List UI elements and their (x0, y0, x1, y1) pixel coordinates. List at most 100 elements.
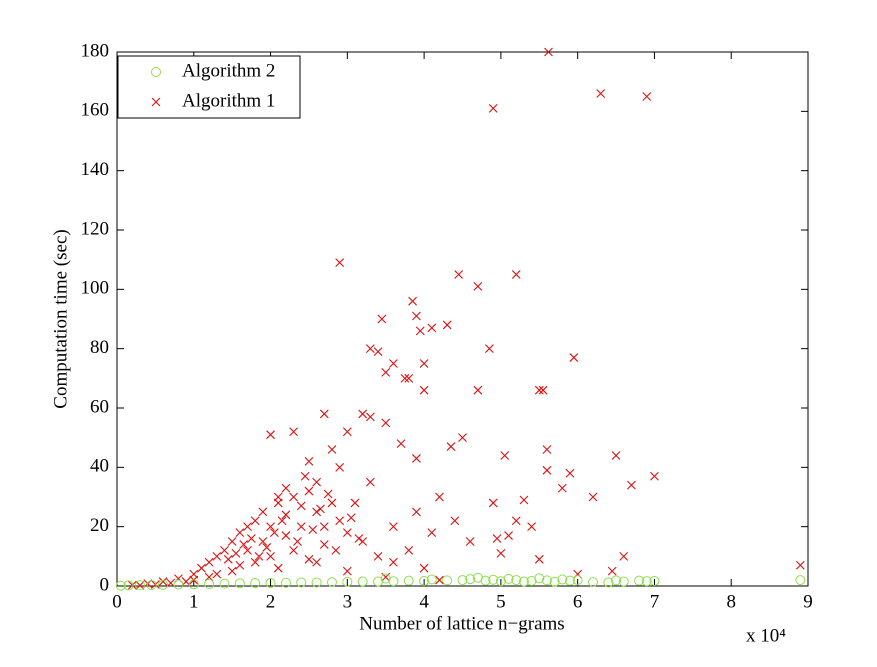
point (565, 468, 575, 478)
point (235, 560, 245, 570)
point (311, 577, 322, 588)
x-tick-label: 4 (419, 591, 429, 612)
point (270, 528, 279, 537)
y-tick-label: 20 (90, 515, 109, 536)
point (596, 89, 606, 98)
y-tick-label: 180 (81, 40, 110, 61)
point (354, 534, 364, 543)
point (642, 92, 652, 101)
point (342, 427, 352, 437)
x-tick-label: 8 (726, 591, 736, 612)
point (795, 560, 805, 570)
point (619, 551, 629, 561)
point (542, 445, 552, 454)
point (281, 483, 291, 493)
point (373, 551, 383, 561)
point (350, 498, 360, 508)
x-tick-label: 2 (266, 591, 276, 612)
point (377, 314, 387, 324)
point (488, 498, 498, 508)
series (127, 47, 805, 590)
point (135, 581, 145, 590)
point (289, 492, 298, 502)
point (365, 344, 375, 354)
point (380, 573, 391, 584)
point (419, 575, 430, 586)
point (465, 537, 475, 546)
point (588, 492, 598, 502)
x-tick-label: 1 (189, 591, 199, 612)
point (435, 575, 444, 585)
point (335, 258, 345, 268)
x-axis-label: Number of lattice n−grams (359, 613, 564, 634)
point (557, 483, 567, 493)
point (304, 486, 314, 496)
point (534, 573, 545, 584)
point (358, 409, 368, 419)
point (473, 385, 483, 395)
point (239, 540, 249, 549)
point (173, 579, 184, 590)
point (304, 457, 314, 466)
point (542, 465, 552, 475)
point (281, 531, 291, 540)
point (319, 409, 329, 419)
point (342, 576, 353, 587)
point (300, 471, 310, 481)
y-tick-label: 0 (100, 574, 110, 595)
point (500, 451, 510, 460)
point (504, 531, 513, 540)
point (289, 427, 298, 437)
point (365, 477, 375, 487)
point (641, 576, 652, 587)
point (312, 477, 322, 487)
point (319, 540, 329, 549)
point (250, 557, 260, 567)
point (265, 578, 276, 589)
point (446, 442, 456, 451)
point (541, 575, 552, 586)
y-axis-label: Computation time (sec) (50, 229, 71, 408)
point (151, 580, 160, 589)
point (135, 580, 146, 591)
point (473, 281, 483, 291)
point (389, 522, 398, 532)
y-tick-label: 100 (81, 278, 110, 299)
y-tick-label: 140 (81, 159, 110, 180)
point (404, 373, 414, 383)
point (795, 575, 806, 586)
point (342, 566, 352, 576)
point (231, 548, 241, 558)
point (488, 574, 499, 585)
point (115, 580, 126, 591)
point (158, 579, 169, 590)
point (304, 554, 314, 564)
point (123, 580, 134, 591)
point (204, 557, 214, 567)
point (335, 516, 345, 526)
point (289, 546, 298, 555)
point (258, 537, 268, 546)
point (396, 439, 406, 448)
point (158, 577, 168, 586)
point (227, 537, 237, 546)
point (412, 507, 421, 517)
point (281, 510, 291, 520)
point (538, 385, 548, 395)
point (308, 525, 318, 535)
point (243, 522, 252, 532)
point (427, 323, 437, 333)
point (243, 546, 252, 555)
point (403, 575, 414, 586)
point (296, 522, 306, 532)
point (650, 471, 659, 481)
point (511, 516, 521, 526)
point (400, 373, 410, 383)
point (204, 578, 215, 589)
point (526, 575, 537, 586)
point (649, 575, 660, 586)
point (280, 577, 291, 588)
point (534, 385, 544, 395)
point (419, 563, 429, 573)
point (296, 577, 307, 588)
